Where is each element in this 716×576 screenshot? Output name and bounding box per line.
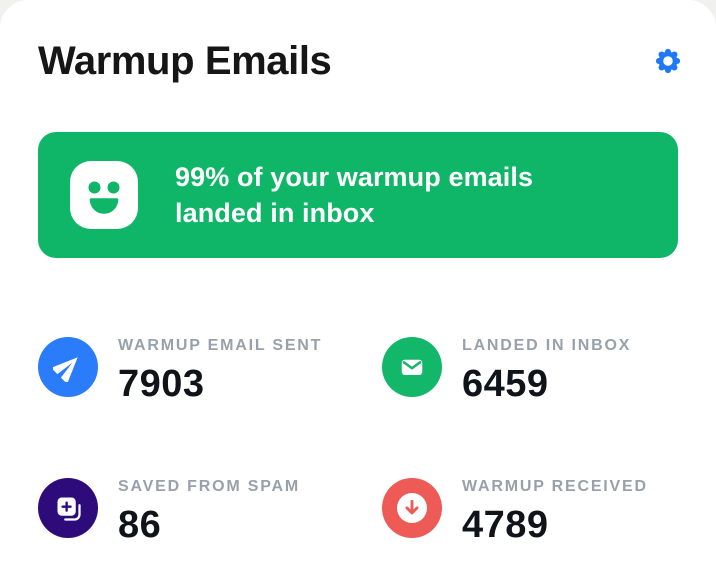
settings-button[interactable] <box>654 47 682 75</box>
banner-message: 99% of your warmup emails landed in inbo… <box>175 159 533 231</box>
stat-landed-in-inbox: LANDED IN INBOX 6459 <box>382 337 678 405</box>
send-icon <box>38 337 98 397</box>
stat-value: 86 <box>118 504 162 546</box>
stat-label: WARMUP RECEIVED <box>462 478 648 495</box>
smiley-face-icon <box>70 161 138 229</box>
arrow-down-circle-icon <box>382 478 442 538</box>
banner-message-line2: landed in inbox <box>175 198 375 228</box>
stat-text: WARMUP RECEIVED 4789 <box>462 478 648 546</box>
stat-text: WARMUP EMAIL SENT 7903 <box>118 337 323 405</box>
success-banner: 99% of your warmup emails landed in inbo… <box>38 132 678 258</box>
stat-warmup-received: WARMUP RECEIVED 4789 <box>382 478 678 546</box>
gear-icon <box>655 48 681 74</box>
stat-label: WARMUP EMAIL SENT <box>118 337 323 354</box>
envelope-icon <box>382 337 442 397</box>
stat-saved-from-spam: SAVED FROM SPAM 86 <box>38 478 382 546</box>
stat-value: 4789 <box>462 504 549 546</box>
stat-value: 7903 <box>118 363 205 405</box>
banner-message-line1: 99% of your warmup emails <box>175 162 534 192</box>
stat-value: 6459 <box>462 363 549 405</box>
copy-plus-icon <box>38 478 98 538</box>
stat-label: SAVED FROM SPAM <box>118 478 300 495</box>
card-header: Warmup Emails <box>38 36 682 86</box>
stats-grid: WARMUP EMAIL SENT 7903 LANDED IN INBOX 6… <box>38 337 678 546</box>
stat-warmup-email-sent: WARMUP EMAIL SENT 7903 <box>38 337 382 405</box>
page-title: Warmup Emails <box>38 39 332 83</box>
stat-text: LANDED IN INBOX 6459 <box>462 337 632 405</box>
stat-text: SAVED FROM SPAM 86 <box>118 478 300 546</box>
stat-label: LANDED IN INBOX <box>462 337 632 354</box>
